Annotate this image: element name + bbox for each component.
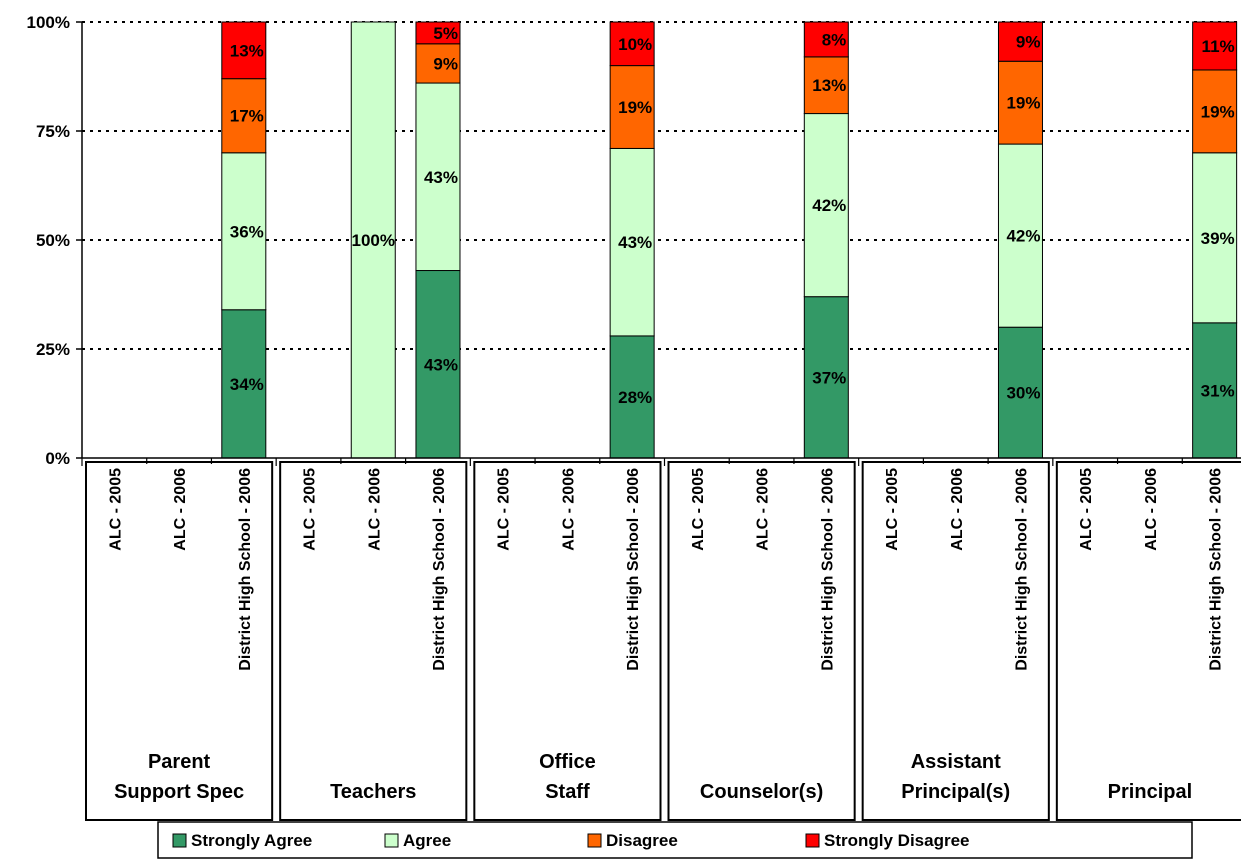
data-label: 34% (230, 375, 264, 394)
y-tick-label: 100% (27, 13, 70, 32)
y-tick-label: 25% (36, 340, 70, 359)
data-label: 30% (1006, 384, 1040, 403)
category-label: ALC - 2005 (496, 468, 513, 551)
category-label: District High School - 2006 (431, 468, 448, 671)
bar-segment (609, 21, 655, 67)
legend-swatch (587, 833, 602, 848)
group-box (667, 461, 856, 821)
data-label: 43% (424, 168, 458, 187)
bar-segment (609, 65, 655, 149)
data-label: 19% (1006, 94, 1040, 113)
bar-segment (803, 21, 849, 58)
category-label: ALC - 2005 (107, 468, 124, 551)
legend-swatch (805, 833, 820, 848)
bar-segment (997, 21, 1043, 62)
legend-swatch (172, 833, 187, 848)
bar-segment (1192, 322, 1238, 459)
group-box (473, 461, 662, 821)
legend: Strongly Agree Agree Disagree Strongly Disa… (157, 821, 1193, 859)
bar-segment (803, 56, 849, 115)
bar-segment (997, 143, 1043, 328)
data-label: 13% (230, 41, 264, 60)
category-label: ALC - 2006 (172, 468, 189, 551)
bar-segment (609, 147, 655, 337)
data-label: 42% (812, 196, 846, 215)
legend-box (157, 821, 1193, 859)
data-label: 13% (812, 76, 846, 95)
y-axis: 0% 25% 50% 75% 100% (27, 13, 83, 468)
category-label: District High School - 2006 (625, 468, 642, 671)
bar-segment (415, 21, 461, 45)
category-label: ALC - 2006 (755, 468, 772, 551)
y-tick-label: 0% (45, 449, 70, 468)
bar-segment (415, 270, 461, 459)
data-label: 43% (424, 355, 458, 374)
category-label: ALC - 2005 (302, 468, 319, 551)
bar-segment (1192, 21, 1238, 71)
category-label: ALC - 2005 (1078, 468, 1095, 551)
legend-label: Disagree (606, 831, 678, 850)
data-label: 43% (618, 233, 652, 252)
y-tick-label: 50% (36, 231, 70, 250)
group-box (861, 461, 1050, 821)
group-label: Principal(s) (901, 781, 1010, 803)
data-label: 37% (812, 368, 846, 387)
group-label: Support Spec (114, 781, 244, 803)
data-label: 10% (618, 35, 652, 54)
x-axis: ALC - 2005 ALC - 2006 District High School… (81, 457, 1241, 821)
data-labels: 34% 36% 17% 13% 100% 43% 43% 9% 5% 28% 43% 19% 10% 37… (230, 24, 1235, 407)
bar-segment (803, 113, 849, 298)
legend-label: Strongly Agree (191, 831, 312, 850)
bar-segment (415, 43, 461, 84)
bar-segment (415, 82, 461, 272)
data-label: 39% (1201, 229, 1235, 248)
data-label: 11% (1202, 37, 1235, 56)
data-label: 19% (1201, 102, 1235, 121)
data-label: 100% (352, 231, 395, 250)
data-label: 9% (1016, 33, 1041, 52)
category-label: ALC - 2005 (690, 468, 707, 551)
legend-label: Strongly Disagree (824, 831, 970, 850)
group-label: Counselor(s) (700, 781, 823, 803)
category-label: District High School - 2006 (819, 468, 836, 671)
data-label: 28% (618, 388, 652, 407)
bar-segment (221, 78, 267, 154)
group-label: Teachers (330, 781, 416, 803)
category-label: ALC - 2006 (366, 468, 383, 551)
group-box (85, 461, 274, 821)
group-box (279, 461, 468, 821)
bars (221, 21, 1238, 459)
group-label: Principal (1108, 781, 1192, 803)
category-label: District High School - 2006 (1208, 468, 1225, 671)
data-label: 42% (1006, 227, 1040, 246)
gridlines (82, 21, 1241, 350)
category-label: ALC - 2006 (949, 468, 966, 551)
group-label: Office (539, 751, 596, 773)
data-label: 36% (230, 222, 264, 241)
group-box (1055, 461, 1241, 821)
category-label: ALC - 2006 (1143, 468, 1160, 551)
group-label: Assistant (911, 751, 1001, 773)
data-label: 19% (618, 98, 652, 117)
category-label: ALC - 2006 (560, 468, 577, 551)
category-label: District High School - 2006 (1013, 468, 1030, 671)
y-tick-label: 75% (36, 122, 70, 141)
bar-segment (997, 326, 1043, 459)
bar-segment (803, 296, 849, 459)
data-label: 5% (433, 24, 458, 43)
legend-label: Agree (403, 831, 451, 850)
data-label: 17% (230, 107, 264, 126)
data-label: 9% (433, 54, 458, 73)
category-label: ALC - 2005 (884, 468, 901, 551)
group-label: Parent (148, 751, 211, 773)
data-label: 8% (822, 30, 847, 49)
group-label: Staff (545, 781, 590, 803)
legend-swatch (384, 833, 399, 848)
bar-segment (221, 21, 267, 80)
bar-segment (1192, 152, 1238, 324)
data-label: 31% (1201, 381, 1235, 400)
category-label: District High School - 2006 (237, 468, 254, 671)
bar-segment (221, 152, 267, 311)
